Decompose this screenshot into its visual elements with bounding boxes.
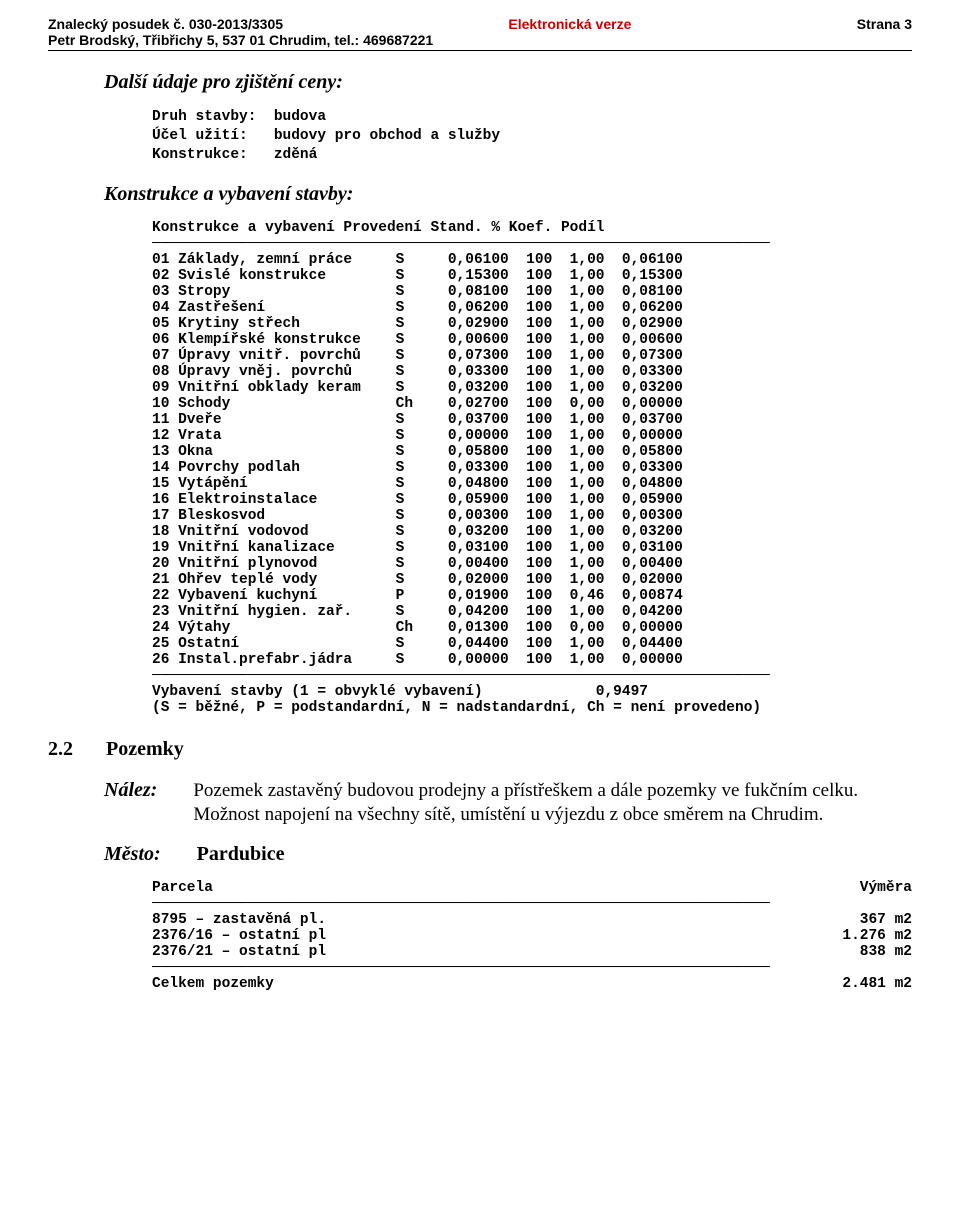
- table-row: 21 Ohřev teplé vody S 0,02000 100 1,00 0…: [152, 572, 912, 588]
- pozemky-num: 2.2: [48, 738, 73, 760]
- table-row: 12 Vrata S 0,00000 100 1,00 0,00000: [152, 428, 912, 444]
- header-center: Elektronická verze: [283, 16, 857, 32]
- header-line1: Znalecký posudek č. 030-2013/3305 Elektr…: [48, 16, 912, 32]
- table-row: 01 Základy, zemní práce S 0,06100 100 1,…: [152, 252, 912, 268]
- section-pozemky: 2.2 Pozemky Nález: Pozemek zastavěný bud…: [48, 738, 912, 992]
- table-row: 26 Instal.prefabr.jádra S 0,00000 100 1,…: [152, 652, 912, 668]
- mesto-value: Pardubice: [197, 843, 285, 866]
- table-row: 25 Ostatní S 0,04400 100 1,00 0,04400: [152, 636, 912, 652]
- table-row: 14 Povrchy podlah S 0,03300 100 1,00 0,0…: [152, 460, 912, 476]
- parcel-rule-bottom: ────────────────────────────────────────…: [152, 960, 912, 976]
- table-row: 11 Dveře S 0,03700 100 1,00 0,03700: [152, 412, 912, 428]
- pozemky-heading: 2.2 Pozemky: [48, 738, 912, 761]
- section1-title: Další údaje pro zjištění ceny:: [104, 71, 912, 94]
- table-row: 23 Vnitřní hygien. zař. S 0,04200 100 1,…: [152, 604, 912, 620]
- nalaz-label: Nález:: [104, 779, 157, 827]
- table-row: 19 Vnitřní kanalizace S 0,03100 100 1,00…: [152, 540, 912, 556]
- header-left: Znalecký posudek č. 030-2013/3305: [48, 16, 283, 32]
- table-row: 06 Klempířské konstrukce S 0,00600 100 1…: [152, 332, 912, 348]
- parcel-name: 2376/16 – ostatní pl: [152, 928, 326, 944]
- table-row: 22 Vybavení kuchyní P 0,01900 100 0,46 0…: [152, 588, 912, 604]
- parcel-row: 2376/16 – ostatní pl 1.276 m2: [152, 928, 912, 944]
- table-footer1: Vybavení stavby (1 = obvyklé vybavení) 0…: [152, 684, 912, 700]
- section-dalsi-udaje: Další údaje pro zjištění ceny: Druh stav…: [48, 71, 912, 165]
- table-row: 13 Okna S 0,05800 100 1,00 0,05800: [152, 444, 912, 460]
- table-row: 18 Vnitřní vodovod S 0,03200 100 1,00 0,…: [152, 524, 912, 540]
- parcel-area: 1.276 m2: [842, 928, 912, 944]
- pozemky-title: Pozemky: [106, 738, 184, 760]
- parcel-row: 2376/21 – ostatní pl 838 m2: [152, 944, 912, 960]
- table-rule-bottom: ────────────────────────────────────────…: [152, 668, 912, 684]
- table-head: Konstrukce a vybavení Provedení Stand. %…: [152, 220, 912, 236]
- table-rule-top: ────────────────────────────────────────…: [152, 236, 912, 252]
- parcel-total-label: Celkem pozemky: [152, 976, 274, 992]
- parcel-total-value: 2.481 m2: [842, 976, 912, 992]
- parcel-area: 367 m2: [860, 912, 912, 928]
- mesto-label: Město:: [104, 843, 161, 866]
- header-right: Strana 3: [857, 16, 912, 32]
- parcel-total: Celkem pozemky 2.481 m2: [152, 976, 912, 992]
- parcel-body: 8795 – zastavěná pl.367 m22376/16 – osta…: [152, 912, 912, 960]
- table-row: 04 Zastřešení S 0,06200 100 1,00 0,06200: [152, 300, 912, 316]
- parcel-head-right: Výměra: [860, 880, 912, 896]
- parcel-area: 838 m2: [860, 944, 912, 960]
- parcel-head: Parcela Výměra: [152, 880, 912, 896]
- nalaz-text: Pozemek zastavěný budovou prodejny a pří…: [193, 779, 912, 827]
- table-row: 16 Elektroinstalace S 0,05900 100 1,00 0…: [152, 492, 912, 508]
- table-footer2: (S = běžné, P = podstandardní, N = nadst…: [152, 700, 912, 716]
- table-body: 01 Základy, zemní práce S 0,06100 100 1,…: [152, 252, 912, 668]
- table-row: 03 Stropy S 0,08100 100 1,00 0,08100: [152, 284, 912, 300]
- table-row: 07 Úpravy vnitř. povrchů S 0,07300 100 1…: [152, 348, 912, 364]
- page: Znalecký posudek č. 030-2013/3305 Elektr…: [0, 0, 960, 1024]
- parcel-rule-top: ────────────────────────────────────────…: [152, 896, 912, 912]
- construction-table: Konstrukce a vybavení Provedení Stand. %…: [48, 220, 912, 716]
- header-rule: [48, 50, 912, 51]
- parcel-head-left: Parcela: [152, 880, 213, 896]
- table-row: 02 Svislé konstrukce S 0,15300 100 1,00 …: [152, 268, 912, 284]
- table-row: 09 Vnitřní obklady keram S 0,03200 100 1…: [152, 380, 912, 396]
- table-row: 10 Schody Ch 0,02700 100 0,00 0,00000: [152, 396, 912, 412]
- table-row: 17 Bleskosvod S 0,00300 100 1,00 0,00300: [152, 508, 912, 524]
- header-line2: Petr Brodský, Třibřichy 5, 537 01 Chrudi…: [48, 32, 912, 48]
- parcel-name: 8795 – zastavěná pl.: [152, 912, 326, 928]
- section2-title: Konstrukce a vybavení stavby:: [104, 183, 912, 206]
- stavba-block: Druh stavby: budova Účel užití: budovy p…: [104, 108, 912, 165]
- nalaz-row: Nález: Pozemek zastavěný budovou prodejn…: [48, 779, 912, 827]
- table-row: 20 Vnitřní plynovod S 0,00400 100 1,00 0…: [152, 556, 912, 572]
- table-row: 24 Výtahy Ch 0,01300 100 0,00 0,00000: [152, 620, 912, 636]
- table-row: 08 Úpravy vněj. povrchů S 0,03300 100 1,…: [152, 364, 912, 380]
- doc-header: Znalecký posudek č. 030-2013/3305 Elektr…: [48, 16, 912, 51]
- parcel-row: 8795 – zastavěná pl. 367 m2: [152, 912, 912, 928]
- table-row: 05 Krytiny střech S 0,02900 100 1,00 0,0…: [152, 316, 912, 332]
- table-row: 15 Vytápění S 0,04800 100 1,00 0,04800: [152, 476, 912, 492]
- parcel-table: Parcela Výměra ─────────────────────────…: [48, 880, 912, 992]
- parcel-name: 2376/21 – ostatní pl: [152, 944, 326, 960]
- section-konstrukce: Konstrukce a vybavení stavby:: [48, 183, 912, 206]
- mesto-row: Město: Pardubice: [48, 843, 912, 866]
